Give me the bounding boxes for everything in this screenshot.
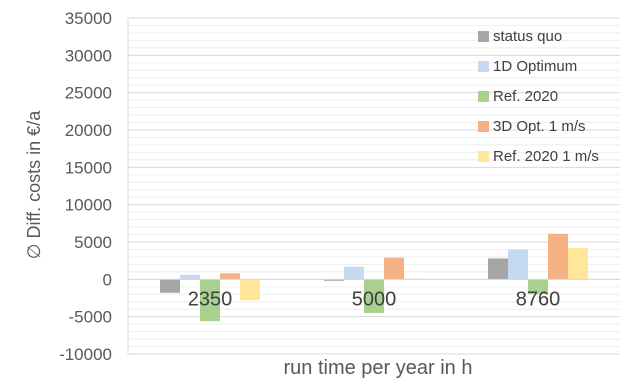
y-tick-label: 15000 (65, 158, 112, 177)
bars (160, 233, 588, 322)
bar-ref-2020-8760 (528, 279, 548, 295)
y-tick-labels: -10000 -5000 0 5000 10000 15000 20000 25000 3000… (59, 9, 112, 364)
legend-swatch (478, 31, 489, 42)
legend-label: Ref. 2020 1 m/s (493, 148, 599, 165)
category-labels: 2350 5000 8760 (188, 288, 561, 310)
y-tick-label: -10000 (59, 345, 112, 364)
x-axis-title: run time per year in h (284, 357, 473, 379)
legend-label: status quo (493, 28, 562, 45)
y-tick-label: 25000 (65, 84, 112, 103)
bar-ref-2020-1-m-s-2350 (240, 279, 260, 301)
bar-status-quo-2350 (160, 279, 180, 293)
legend-label: 1D Optimum (493, 58, 577, 75)
bar-1d-optimum-8760 (508, 249, 528, 280)
bar-ref-2020-5000 (364, 279, 384, 313)
legend: status quo 1D Optimum Ref. 2020 3D Opt. 1 m… (478, 28, 599, 165)
bar-3d-opt-1-m-s-8760 (548, 233, 568, 280)
bar-1d-optimum-5000 (344, 266, 364, 280)
legend-label: Ref. 2020 (493, 88, 558, 105)
category-label: 2350 (188, 288, 233, 310)
bar-3d-opt-1-m-s-2350 (220, 273, 240, 280)
bar-ref-2020-1-m-s-8760 (568, 247, 588, 280)
bar-ref-2020-2350 (200, 279, 220, 322)
y-tick-label: -5000 (69, 308, 112, 327)
legend-swatch (478, 121, 489, 132)
legend-swatch (478, 151, 489, 162)
category-label: 8760 (516, 288, 561, 310)
y-axis-title: ∅ Diff. costs in €/a (24, 110, 44, 259)
y-tick-label: 5000 (74, 233, 112, 252)
legend-label: 3D Opt. 1 m/s (493, 118, 586, 135)
bar-status-quo-5000 (324, 279, 344, 281)
y-tick-label: 0 (103, 270, 112, 289)
legend-swatch (478, 61, 489, 72)
bar-3d-opt-1-m-s-5000 (384, 257, 404, 280)
y-tick-label: 30000 (65, 46, 112, 65)
y-tick-label: 20000 (65, 121, 112, 140)
category-label: 5000 (352, 288, 397, 310)
bar-status-quo-8760 (488, 258, 508, 280)
bar-1d-optimum-2350 (180, 274, 200, 280)
y-tick-label: 35000 (65, 9, 112, 28)
y-tick-label: 10000 (65, 196, 112, 215)
legend-swatch (478, 91, 489, 102)
